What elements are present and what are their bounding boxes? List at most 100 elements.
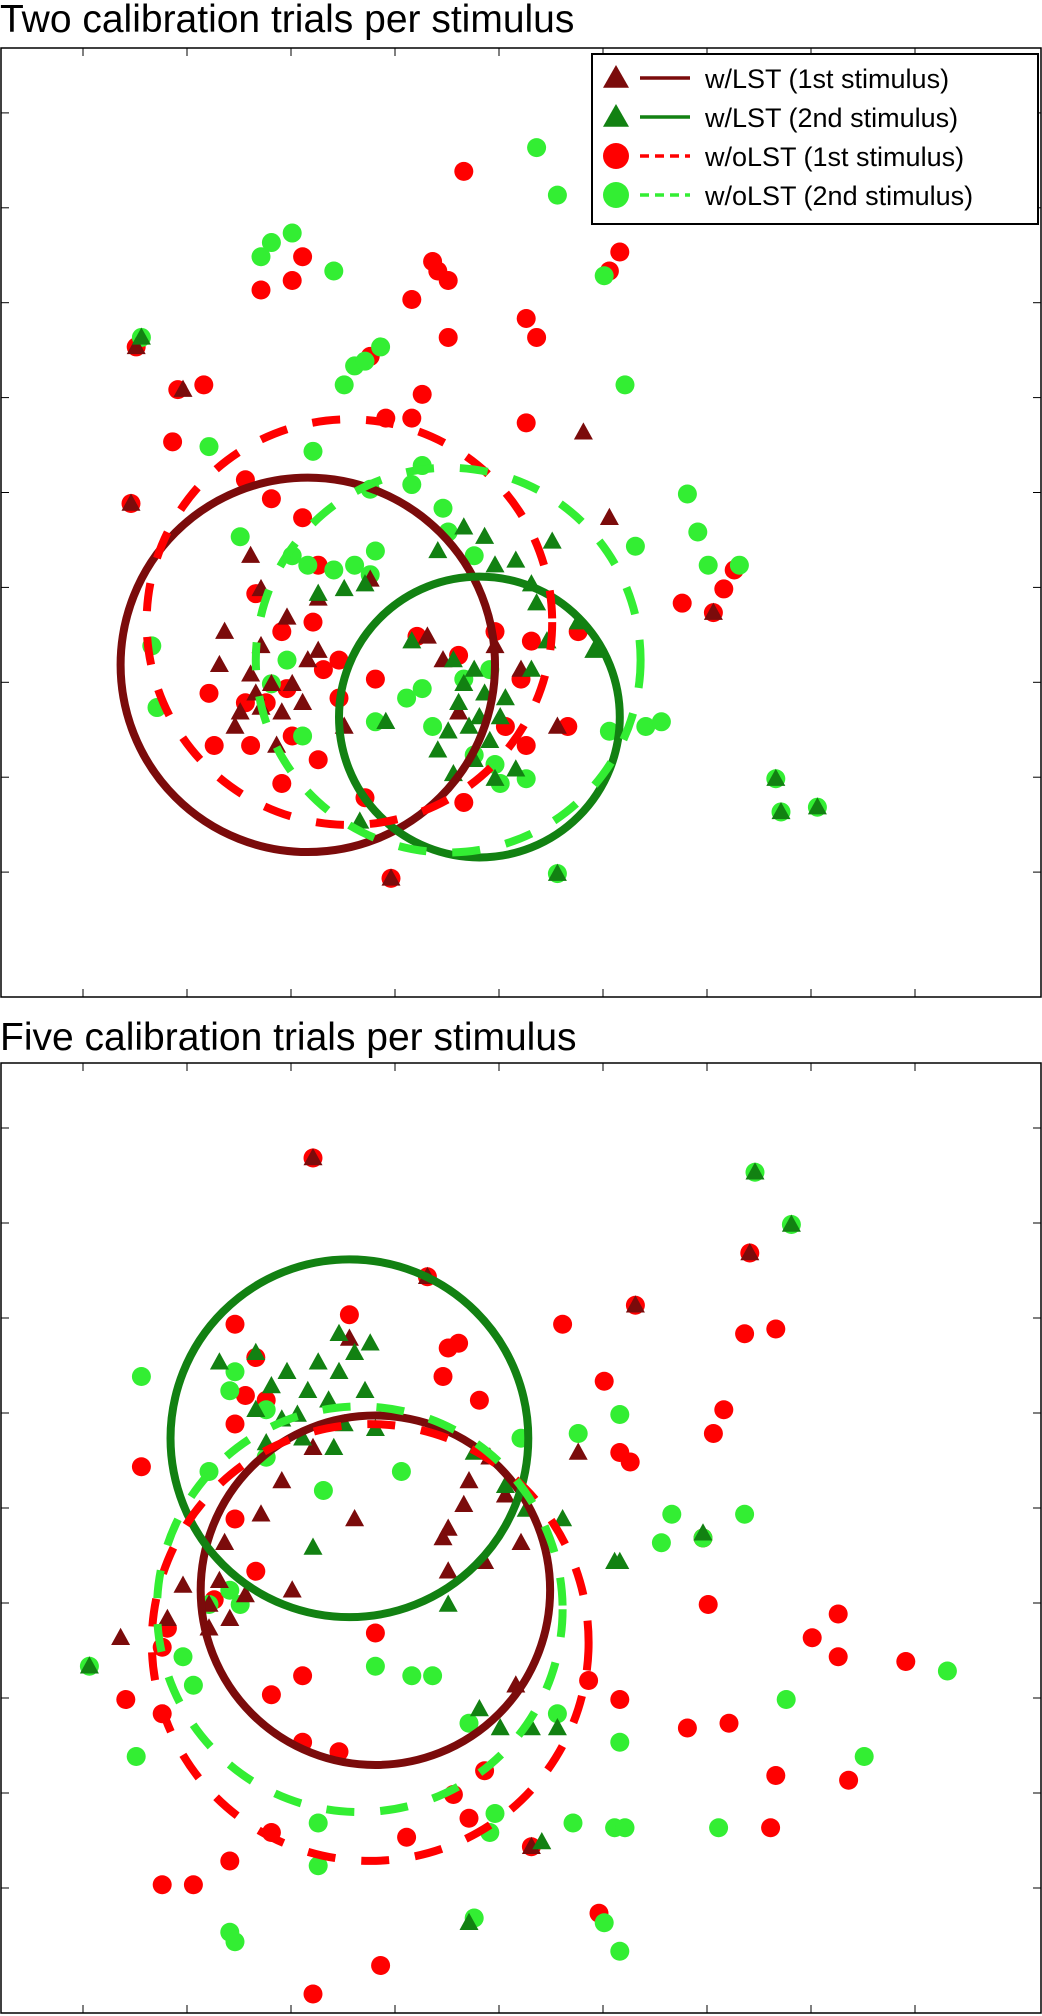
point-w-olst-2nd-stimulus — [371, 337, 391, 357]
point-w-lst-2nd-stimulus — [319, 1390, 339, 1408]
point-w-lst-2nd-stimulus — [584, 640, 604, 658]
point-w-olst-1st-stimulus — [261, 489, 281, 509]
point-w-olst-2nd-stimulus — [594, 1913, 614, 1933]
point-w-lst-2nd-stimulus — [610, 1551, 630, 1569]
point-w-olst-2nd-stimulus — [345, 555, 365, 575]
point-w-olst-2nd-stimulus — [547, 185, 567, 205]
point-w-lst-1st-stimulus — [215, 621, 235, 639]
point-w-lst-1st-stimulus — [111, 1627, 131, 1645]
point-w-olst-1st-stimulus — [703, 1424, 723, 1443]
point-w-lst-1st-stimulus — [277, 607, 297, 625]
point-w-lst-2nd-stimulus — [553, 1509, 573, 1527]
point-w-olst-1st-stimulus — [579, 1671, 599, 1690]
point-w-olst-1st-stimulus — [527, 327, 547, 347]
point-w-olst-2nd-stimulus — [568, 1424, 588, 1443]
point-w-olst-1st-stimulus — [714, 579, 734, 599]
point-w-lst-1st-stimulus — [308, 640, 328, 658]
point-w-lst-2nd-stimulus — [246, 1399, 266, 1417]
point-w-olst-2nd-stimulus — [662, 1504, 682, 1524]
point-w-lst-2nd-stimulus — [506, 550, 526, 568]
point-w-olst-1st-stimulus — [246, 1561, 266, 1581]
axis-ticks — [1, 48, 1041, 997]
point-w-lst-1st-stimulus — [220, 1608, 240, 1626]
point-w-olst-1st-stimulus — [272, 773, 292, 793]
confidence-ellipses — [147, 1255, 593, 1865]
point-w-lst-2nd-stimulus — [355, 574, 375, 592]
point-w-lst-1st-stimulus — [568, 1442, 588, 1460]
point-w-lst-2nd-stimulus — [334, 578, 354, 597]
point-w-lst-1st-stimulus — [511, 1532, 531, 1550]
point-w-olst-2nd-stimulus — [391, 1462, 411, 1481]
point-w-lst-2nd-stimulus — [376, 711, 396, 729]
point-w-lst-1st-stimulus — [625, 1295, 645, 1313]
point-w-olst-2nd-stimulus — [729, 555, 749, 575]
point-w-olst-2nd-stimulus — [615, 375, 635, 395]
point-w-lst-2nd-stimulus — [345, 1342, 365, 1360]
point-w-olst-2nd-stimulus — [412, 679, 432, 699]
point-w-lst-1st-stimulus — [251, 1504, 271, 1522]
point-w-olst-2nd-stimulus — [459, 1713, 479, 1733]
point-w-olst-2nd-stimulus — [126, 1747, 146, 1766]
point-w-olst-1st-stimulus — [272, 622, 292, 642]
point-w-olst-2nd-stimulus — [937, 1661, 957, 1681]
point-w-lst-1st-stimulus — [345, 1509, 365, 1527]
ellipse-w-lst-1st-stimulus — [196, 1411, 555, 1769]
point-w-olst-2nd-stimulus — [464, 546, 484, 566]
point-w-lst-2nd-stimulus — [329, 1361, 349, 1379]
point-w-olst-1st-stimulus — [303, 1984, 323, 2004]
point-w-olst-2nd-stimulus — [651, 1533, 671, 1553]
point-w-lst-1st-stimulus — [298, 650, 318, 668]
point-w-olst-2nd-stimulus — [636, 717, 656, 737]
point-w-olst-2nd-stimulus — [298, 555, 318, 575]
point-w-lst-2nd-stimulus — [355, 1380, 375, 1398]
point-w-olst-2nd-stimulus — [547, 1704, 567, 1724]
point-w-olst-2nd-stimulus — [776, 1690, 796, 1709]
point-w-olst-2nd-stimulus — [355, 351, 375, 371]
point-w-olst-2nd-stimulus — [402, 475, 422, 495]
point-w-lst-1st-stimulus — [241, 545, 261, 563]
point-w-lst-1st-stimulus — [599, 507, 619, 525]
point-w-olst-1st-stimulus — [438, 327, 458, 347]
point-w-olst-1st-stimulus — [594, 1371, 614, 1391]
point-w-olst-2nd-stimulus — [610, 1732, 630, 1752]
point-w-olst-1st-stimulus — [293, 247, 313, 267]
point-w-lst-1st-stimulus — [417, 626, 437, 644]
point-w-lst-1st-stimulus — [454, 1494, 474, 1512]
point-w-lst-1st-stimulus — [272, 702, 292, 720]
point-w-olst-1st-stimulus — [261, 1685, 281, 1705]
point-w-lst-2nd-stimulus — [521, 659, 541, 677]
point-w-lst-1st-stimulus — [433, 1528, 453, 1546]
point-w-lst-2nd-stimulus — [454, 517, 474, 535]
legend-label: w/LST (1st stimulus) — [704, 64, 949, 94]
point-w-lst-1st-stimulus — [495, 1485, 515, 1503]
point-w-olst-1st-stimulus — [183, 1875, 203, 1895]
point-w-olst-2nd-stimulus — [854, 1747, 874, 1766]
panel-title: Five calibration trials per stimulus — [0, 1016, 577, 1059]
point-w-olst-1st-stimulus — [896, 1652, 916, 1671]
point-w-lst-1st-stimulus — [521, 1836, 541, 1854]
legend-items: w/LST (1st stimulus) w/LST (2nd stimulus)… — [603, 64, 973, 211]
point-w-olst-1st-stimulus — [204, 736, 224, 756]
point-w-olst-1st-stimulus — [282, 271, 302, 291]
ellipse-w-olst-2nd-stimulus — [152, 1402, 567, 1817]
point-w-lst-2nd-stimulus — [324, 1437, 344, 1455]
point-w-lst-2nd-stimulus — [495, 688, 515, 706]
point-w-olst-1st-stimulus — [766, 1766, 786, 1785]
point-w-olst-2nd-stimulus — [365, 541, 385, 561]
ellipse-w-lst-1st-stimulus — [116, 473, 499, 857]
point-w-olst-2nd-stimulus — [324, 560, 344, 580]
legend-marker-w-lst-1st-stimulus — [603, 65, 629, 88]
point-w-olst-2nd-stimulus — [277, 650, 297, 670]
point-w-olst-1st-stimulus — [516, 308, 536, 328]
point-w-lst-2nd-stimulus — [449, 692, 469, 711]
point-w-olst-2nd-stimulus — [199, 437, 219, 457]
point-w-lst-1st-stimulus — [126, 336, 146, 355]
point-w-lst-2nd-stimulus — [209, 1352, 229, 1370]
point-w-olst-2nd-stimulus — [599, 721, 619, 741]
point-w-olst-1st-stimulus — [428, 261, 448, 281]
point-w-olst-1st-stimulus — [454, 792, 474, 812]
point-w-lst-2nd-stimulus — [464, 659, 484, 677]
axis-ticks — [1, 1063, 1041, 2013]
point-w-lst-2nd-stimulus — [781, 1214, 801, 1232]
point-w-olst-1st-stimulus — [163, 432, 183, 452]
